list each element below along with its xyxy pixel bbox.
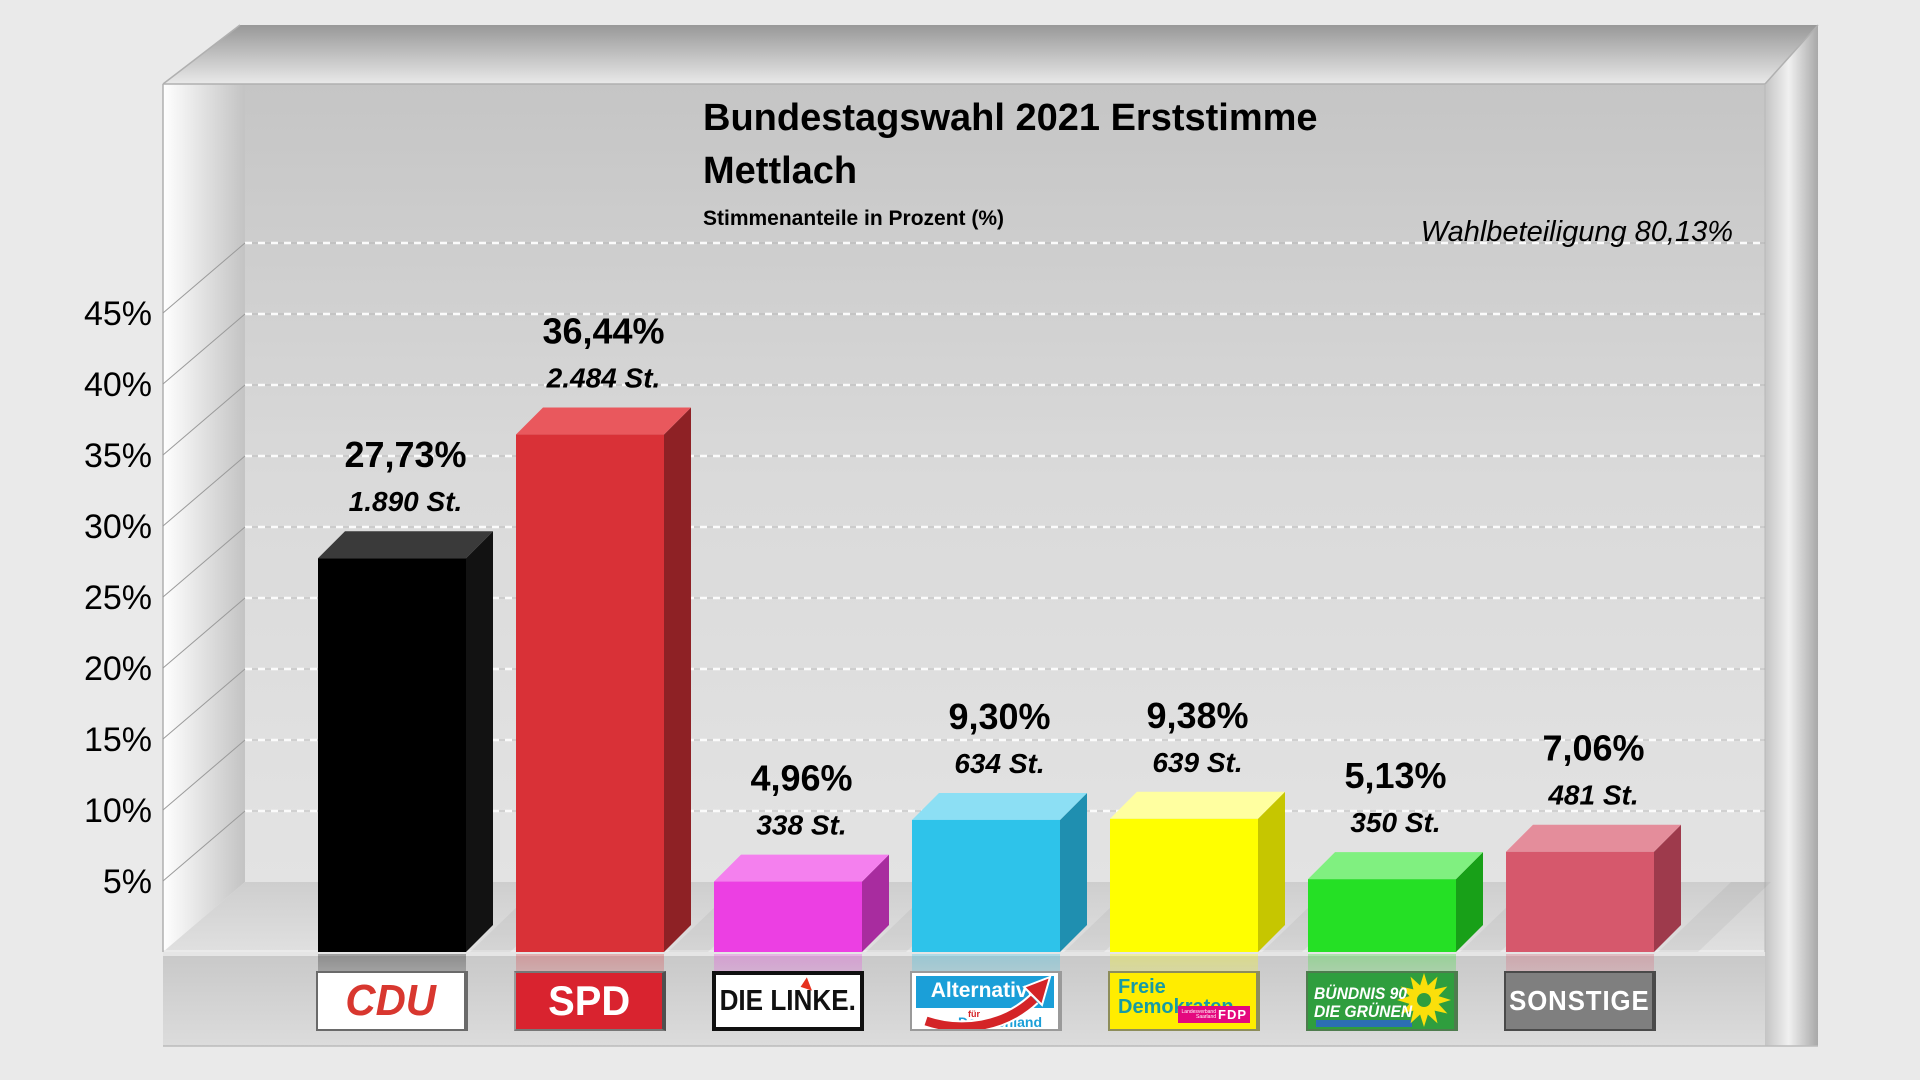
bar-votes-label: 1.890 St. bbox=[349, 486, 463, 517]
logo-fdp-line1: Freie bbox=[1118, 976, 1166, 998]
logo-sonstige-text: SONSTIGE bbox=[1508, 985, 1650, 1016]
bar-votes-label: 481 St. bbox=[1547, 780, 1638, 811]
logo-afd-line1: Alternative bbox=[930, 979, 1040, 1002]
bar-pct-label: 9,38% bbox=[1146, 695, 1248, 736]
gruene-blue-stripe bbox=[1316, 1020, 1412, 1027]
logo-fdp-small: Landesverband Saarland bbox=[1181, 1008, 1216, 1020]
page-title: Bundestagswahl 2021 Erststimme bbox=[703, 97, 1318, 139]
left-wall bbox=[163, 84, 245, 952]
logo-sonstige: SONSTIGE bbox=[1504, 971, 1656, 1031]
bar-spd bbox=[516, 407, 691, 952]
logo-die-linke: DIE LINKE. bbox=[712, 971, 864, 1031]
bar-votes-label: 2.484 St. bbox=[546, 363, 661, 394]
logo-gruene-line2: DIE GRÜNEN bbox=[1314, 1002, 1413, 1021]
fdp-magenta-box: Landesverband Saarland FDP bbox=[1178, 1006, 1250, 1023]
page-title-location: Mettlach bbox=[703, 150, 858, 192]
sunflower-icon bbox=[1397, 973, 1451, 1027]
bar-sonstige bbox=[1506, 824, 1681, 952]
logo-gruene-text: BÜNDNIS 90 DIE GRÜNEN bbox=[1314, 985, 1412, 1021]
logo-spd-text: SPD bbox=[547, 977, 631, 1024]
chart-subtitle: Stimmenanteile in Prozent (%) bbox=[703, 207, 1005, 230]
bar-votes-label: 338 St. bbox=[756, 810, 846, 841]
y-axis-tick-label: 35% bbox=[84, 437, 152, 475]
logo-die-linke-text: DIE LINKE. bbox=[719, 984, 857, 1017]
bar-pct-label: 5,13% bbox=[1344, 755, 1446, 796]
y-axis-tick-label: 45% bbox=[84, 295, 152, 333]
bar-votes-label: 350 St. bbox=[1350, 807, 1440, 838]
bar-pct-label: 7,06% bbox=[1542, 728, 1644, 769]
turnout-label: Wahlbeteiligung 80,13% bbox=[1420, 216, 1733, 248]
afd-arrow-icon bbox=[923, 975, 1052, 1029]
y-axis-tick-label: 40% bbox=[84, 366, 152, 404]
bar-gr-ne bbox=[1308, 852, 1483, 952]
logo-cdu: CDU bbox=[316, 971, 468, 1031]
bar-cdu bbox=[318, 531, 493, 952]
y-axis-tick-label: 15% bbox=[84, 721, 152, 759]
back-wall bbox=[245, 84, 1765, 882]
logo-afd-fuer: für bbox=[968, 1009, 980, 1019]
bar-pct-label: 9,30% bbox=[948, 696, 1050, 737]
bar-afd bbox=[912, 792, 1087, 952]
bar-votes-label: 634 St. bbox=[954, 748, 1044, 779]
chart-title-block: Bundestagswahl 2021 Erststimme Mettlach … bbox=[703, 92, 1318, 231]
logo-fdp-abbr: FDP bbox=[1218, 1007, 1247, 1022]
bar-fdp bbox=[1110, 791, 1285, 952]
logo-fdp: Freie Demokraten Landesverband Saarland … bbox=[1108, 971, 1260, 1031]
y-axis-tick-label: 25% bbox=[84, 579, 152, 617]
bar-die-linke bbox=[714, 854, 889, 952]
y-axis-tick-label: 20% bbox=[84, 650, 152, 688]
y-axis-tick-label: 5% bbox=[103, 863, 152, 901]
box-top-face bbox=[163, 25, 1818, 84]
box-right-face bbox=[1765, 25, 1818, 1046]
y-axis-tick-label: 10% bbox=[84, 792, 152, 830]
bar-votes-label: 639 St. bbox=[1152, 747, 1242, 778]
y-axis-tick-label: 30% bbox=[84, 508, 152, 546]
bar-pct-label: 4,96% bbox=[750, 758, 852, 799]
logo-gruene-line1: BÜNDNIS 90 bbox=[1314, 984, 1408, 1003]
logo-cdu-text: CDU bbox=[345, 976, 437, 1025]
logo-afd: Alternative für Deutschland bbox=[910, 971, 1062, 1031]
logo-spd: SPD bbox=[514, 971, 666, 1031]
bar-pct-label: 27,73% bbox=[344, 434, 466, 475]
bar-pct-label: 36,44% bbox=[542, 311, 664, 352]
logo-gruene: BÜNDNIS 90 DIE GRÜNEN bbox=[1306, 971, 1458, 1031]
